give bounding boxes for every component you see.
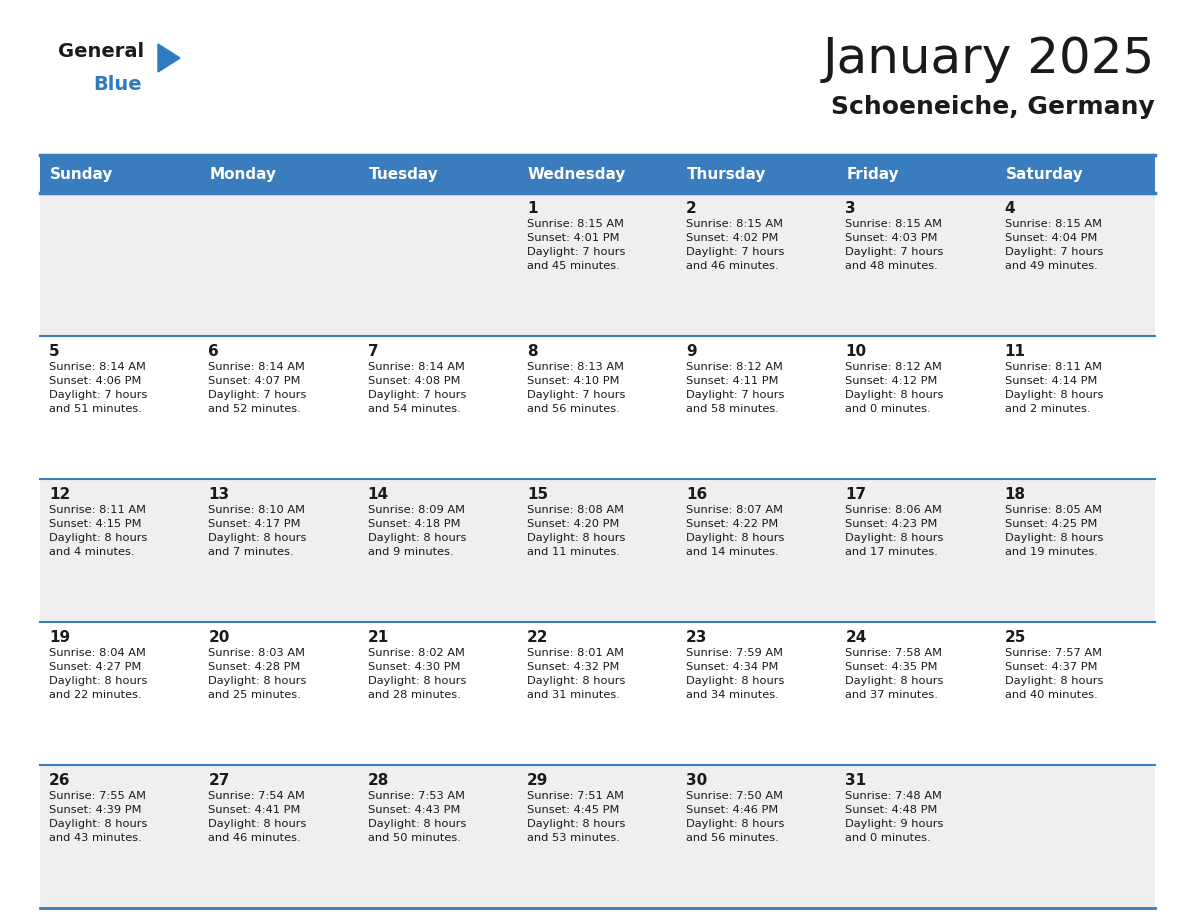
Text: Sunrise: 8:11 AM
Sunset: 4:14 PM
Daylight: 8 hours
and 2 minutes.: Sunrise: 8:11 AM Sunset: 4:14 PM Dayligh… (1005, 362, 1104, 414)
Text: Sunrise: 8:14 AM
Sunset: 4:07 PM
Daylight: 7 hours
and 52 minutes.: Sunrise: 8:14 AM Sunset: 4:07 PM Dayligh… (208, 362, 307, 414)
Text: Sunrise: 7:48 AM
Sunset: 4:48 PM
Daylight: 9 hours
and 0 minutes.: Sunrise: 7:48 AM Sunset: 4:48 PM Dayligh… (846, 791, 943, 843)
Bar (40, 193, 1155, 336)
Text: Sunrise: 7:55 AM
Sunset: 4:39 PM
Daylight: 8 hours
and 43 minutes.: Sunrise: 7:55 AM Sunset: 4:39 PM Dayligh… (49, 791, 147, 843)
Text: Sunrise: 8:11 AM
Sunset: 4:15 PM
Daylight: 8 hours
and 4 minutes.: Sunrise: 8:11 AM Sunset: 4:15 PM Dayligh… (49, 505, 147, 557)
Bar (40, 622, 1155, 765)
Text: Sunrise: 8:15 AM
Sunset: 4:01 PM
Daylight: 7 hours
and 45 minutes.: Sunrise: 8:15 AM Sunset: 4:01 PM Dayligh… (526, 219, 625, 271)
Text: 30: 30 (687, 773, 707, 788)
Text: 7: 7 (367, 344, 378, 359)
Text: 27: 27 (208, 773, 229, 788)
Text: 22: 22 (526, 630, 549, 645)
Bar (40, 765, 1155, 908)
Text: 13: 13 (208, 487, 229, 502)
Text: 20: 20 (208, 630, 229, 645)
Text: Sunrise: 8:15 AM
Sunset: 4:03 PM
Daylight: 7 hours
and 48 minutes.: Sunrise: 8:15 AM Sunset: 4:03 PM Dayligh… (846, 219, 943, 271)
Text: 14: 14 (367, 487, 388, 502)
Bar (518, 155, 677, 193)
Text: Sunday: Sunday (50, 166, 113, 182)
Text: Thursday: Thursday (687, 166, 766, 182)
Text: January 2025: January 2025 (823, 35, 1155, 83)
Text: Tuesday: Tuesday (368, 166, 438, 182)
Text: 28: 28 (367, 773, 388, 788)
Text: 5: 5 (49, 344, 59, 359)
Text: Sunrise: 8:12 AM
Sunset: 4:12 PM
Daylight: 8 hours
and 0 minutes.: Sunrise: 8:12 AM Sunset: 4:12 PM Dayligh… (846, 362, 943, 414)
Bar (836, 155, 996, 193)
Text: Sunrise: 7:51 AM
Sunset: 4:45 PM
Daylight: 8 hours
and 53 minutes.: Sunrise: 7:51 AM Sunset: 4:45 PM Dayligh… (526, 791, 625, 843)
Text: 18: 18 (1005, 487, 1026, 502)
Text: Sunrise: 8:14 AM
Sunset: 4:06 PM
Daylight: 7 hours
and 51 minutes.: Sunrise: 8:14 AM Sunset: 4:06 PM Dayligh… (49, 362, 147, 414)
Bar (40, 479, 1155, 622)
Text: Friday: Friday (846, 166, 899, 182)
Text: Sunrise: 8:15 AM
Sunset: 4:04 PM
Daylight: 7 hours
and 49 minutes.: Sunrise: 8:15 AM Sunset: 4:04 PM Dayligh… (1005, 219, 1104, 271)
Text: Sunrise: 8:05 AM
Sunset: 4:25 PM
Daylight: 8 hours
and 19 minutes.: Sunrise: 8:05 AM Sunset: 4:25 PM Dayligh… (1005, 505, 1104, 557)
Bar (359, 155, 518, 193)
Text: Wednesday: Wednesday (527, 166, 626, 182)
Bar (40, 155, 200, 193)
Text: 24: 24 (846, 630, 867, 645)
Bar (200, 155, 359, 193)
Text: Saturday: Saturday (1006, 166, 1083, 182)
Text: 3: 3 (846, 201, 857, 216)
Text: 29: 29 (526, 773, 548, 788)
Text: Sunrise: 8:06 AM
Sunset: 4:23 PM
Daylight: 8 hours
and 17 minutes.: Sunrise: 8:06 AM Sunset: 4:23 PM Dayligh… (846, 505, 943, 557)
Text: Sunrise: 8:09 AM
Sunset: 4:18 PM
Daylight: 8 hours
and 9 minutes.: Sunrise: 8:09 AM Sunset: 4:18 PM Dayligh… (367, 505, 466, 557)
Text: 31: 31 (846, 773, 866, 788)
Text: Sunrise: 8:01 AM
Sunset: 4:32 PM
Daylight: 8 hours
and 31 minutes.: Sunrise: 8:01 AM Sunset: 4:32 PM Dayligh… (526, 648, 625, 700)
Text: 23: 23 (687, 630, 708, 645)
Text: 4: 4 (1005, 201, 1016, 216)
Text: Sunrise: 7:57 AM
Sunset: 4:37 PM
Daylight: 8 hours
and 40 minutes.: Sunrise: 7:57 AM Sunset: 4:37 PM Dayligh… (1005, 648, 1104, 700)
Text: Sunrise: 7:53 AM
Sunset: 4:43 PM
Daylight: 8 hours
and 50 minutes.: Sunrise: 7:53 AM Sunset: 4:43 PM Dayligh… (367, 791, 466, 843)
Text: Sunrise: 8:15 AM
Sunset: 4:02 PM
Daylight: 7 hours
and 46 minutes.: Sunrise: 8:15 AM Sunset: 4:02 PM Dayligh… (687, 219, 784, 271)
Text: General: General (58, 42, 144, 61)
Text: 6: 6 (208, 344, 219, 359)
Bar (996, 155, 1155, 193)
Text: Schoeneiche, Germany: Schoeneiche, Germany (832, 95, 1155, 119)
Text: 21: 21 (367, 630, 388, 645)
Text: 15: 15 (526, 487, 548, 502)
Text: Sunrise: 8:02 AM
Sunset: 4:30 PM
Daylight: 8 hours
and 28 minutes.: Sunrise: 8:02 AM Sunset: 4:30 PM Dayligh… (367, 648, 466, 700)
Text: 9: 9 (687, 344, 697, 359)
Text: Sunrise: 8:13 AM
Sunset: 4:10 PM
Daylight: 7 hours
and 56 minutes.: Sunrise: 8:13 AM Sunset: 4:10 PM Dayligh… (526, 362, 625, 414)
Bar (677, 155, 836, 193)
Text: Sunrise: 8:10 AM
Sunset: 4:17 PM
Daylight: 8 hours
and 7 minutes.: Sunrise: 8:10 AM Sunset: 4:17 PM Dayligh… (208, 505, 307, 557)
Polygon shape (158, 44, 181, 72)
Text: 19: 19 (49, 630, 70, 645)
Text: 17: 17 (846, 487, 866, 502)
Text: 26: 26 (49, 773, 70, 788)
Text: Sunrise: 8:12 AM
Sunset: 4:11 PM
Daylight: 7 hours
and 58 minutes.: Sunrise: 8:12 AM Sunset: 4:11 PM Dayligh… (687, 362, 784, 414)
Text: Sunrise: 7:50 AM
Sunset: 4:46 PM
Daylight: 8 hours
and 56 minutes.: Sunrise: 7:50 AM Sunset: 4:46 PM Dayligh… (687, 791, 784, 843)
Text: 10: 10 (846, 344, 866, 359)
Text: 16: 16 (687, 487, 707, 502)
Text: 1: 1 (526, 201, 537, 216)
Text: Monday: Monday (209, 166, 277, 182)
Text: Sunrise: 8:08 AM
Sunset: 4:20 PM
Daylight: 8 hours
and 11 minutes.: Sunrise: 8:08 AM Sunset: 4:20 PM Dayligh… (526, 505, 625, 557)
Text: Sunrise: 7:59 AM
Sunset: 4:34 PM
Daylight: 8 hours
and 34 minutes.: Sunrise: 7:59 AM Sunset: 4:34 PM Dayligh… (687, 648, 784, 700)
Text: Blue: Blue (93, 75, 141, 94)
Text: Sunrise: 8:03 AM
Sunset: 4:28 PM
Daylight: 8 hours
and 25 minutes.: Sunrise: 8:03 AM Sunset: 4:28 PM Dayligh… (208, 648, 307, 700)
Bar (40, 336, 1155, 479)
Text: Sunrise: 8:14 AM
Sunset: 4:08 PM
Daylight: 7 hours
and 54 minutes.: Sunrise: 8:14 AM Sunset: 4:08 PM Dayligh… (367, 362, 466, 414)
Text: Sunrise: 8:04 AM
Sunset: 4:27 PM
Daylight: 8 hours
and 22 minutes.: Sunrise: 8:04 AM Sunset: 4:27 PM Dayligh… (49, 648, 147, 700)
Text: Sunrise: 8:07 AM
Sunset: 4:22 PM
Daylight: 8 hours
and 14 minutes.: Sunrise: 8:07 AM Sunset: 4:22 PM Dayligh… (687, 505, 784, 557)
Text: 2: 2 (687, 201, 697, 216)
Text: 25: 25 (1005, 630, 1026, 645)
Text: Sunrise: 7:54 AM
Sunset: 4:41 PM
Daylight: 8 hours
and 46 minutes.: Sunrise: 7:54 AM Sunset: 4:41 PM Dayligh… (208, 791, 307, 843)
Text: 11: 11 (1005, 344, 1025, 359)
Text: 8: 8 (526, 344, 537, 359)
Text: 12: 12 (49, 487, 70, 502)
Text: Sunrise: 7:58 AM
Sunset: 4:35 PM
Daylight: 8 hours
and 37 minutes.: Sunrise: 7:58 AM Sunset: 4:35 PM Dayligh… (846, 648, 943, 700)
